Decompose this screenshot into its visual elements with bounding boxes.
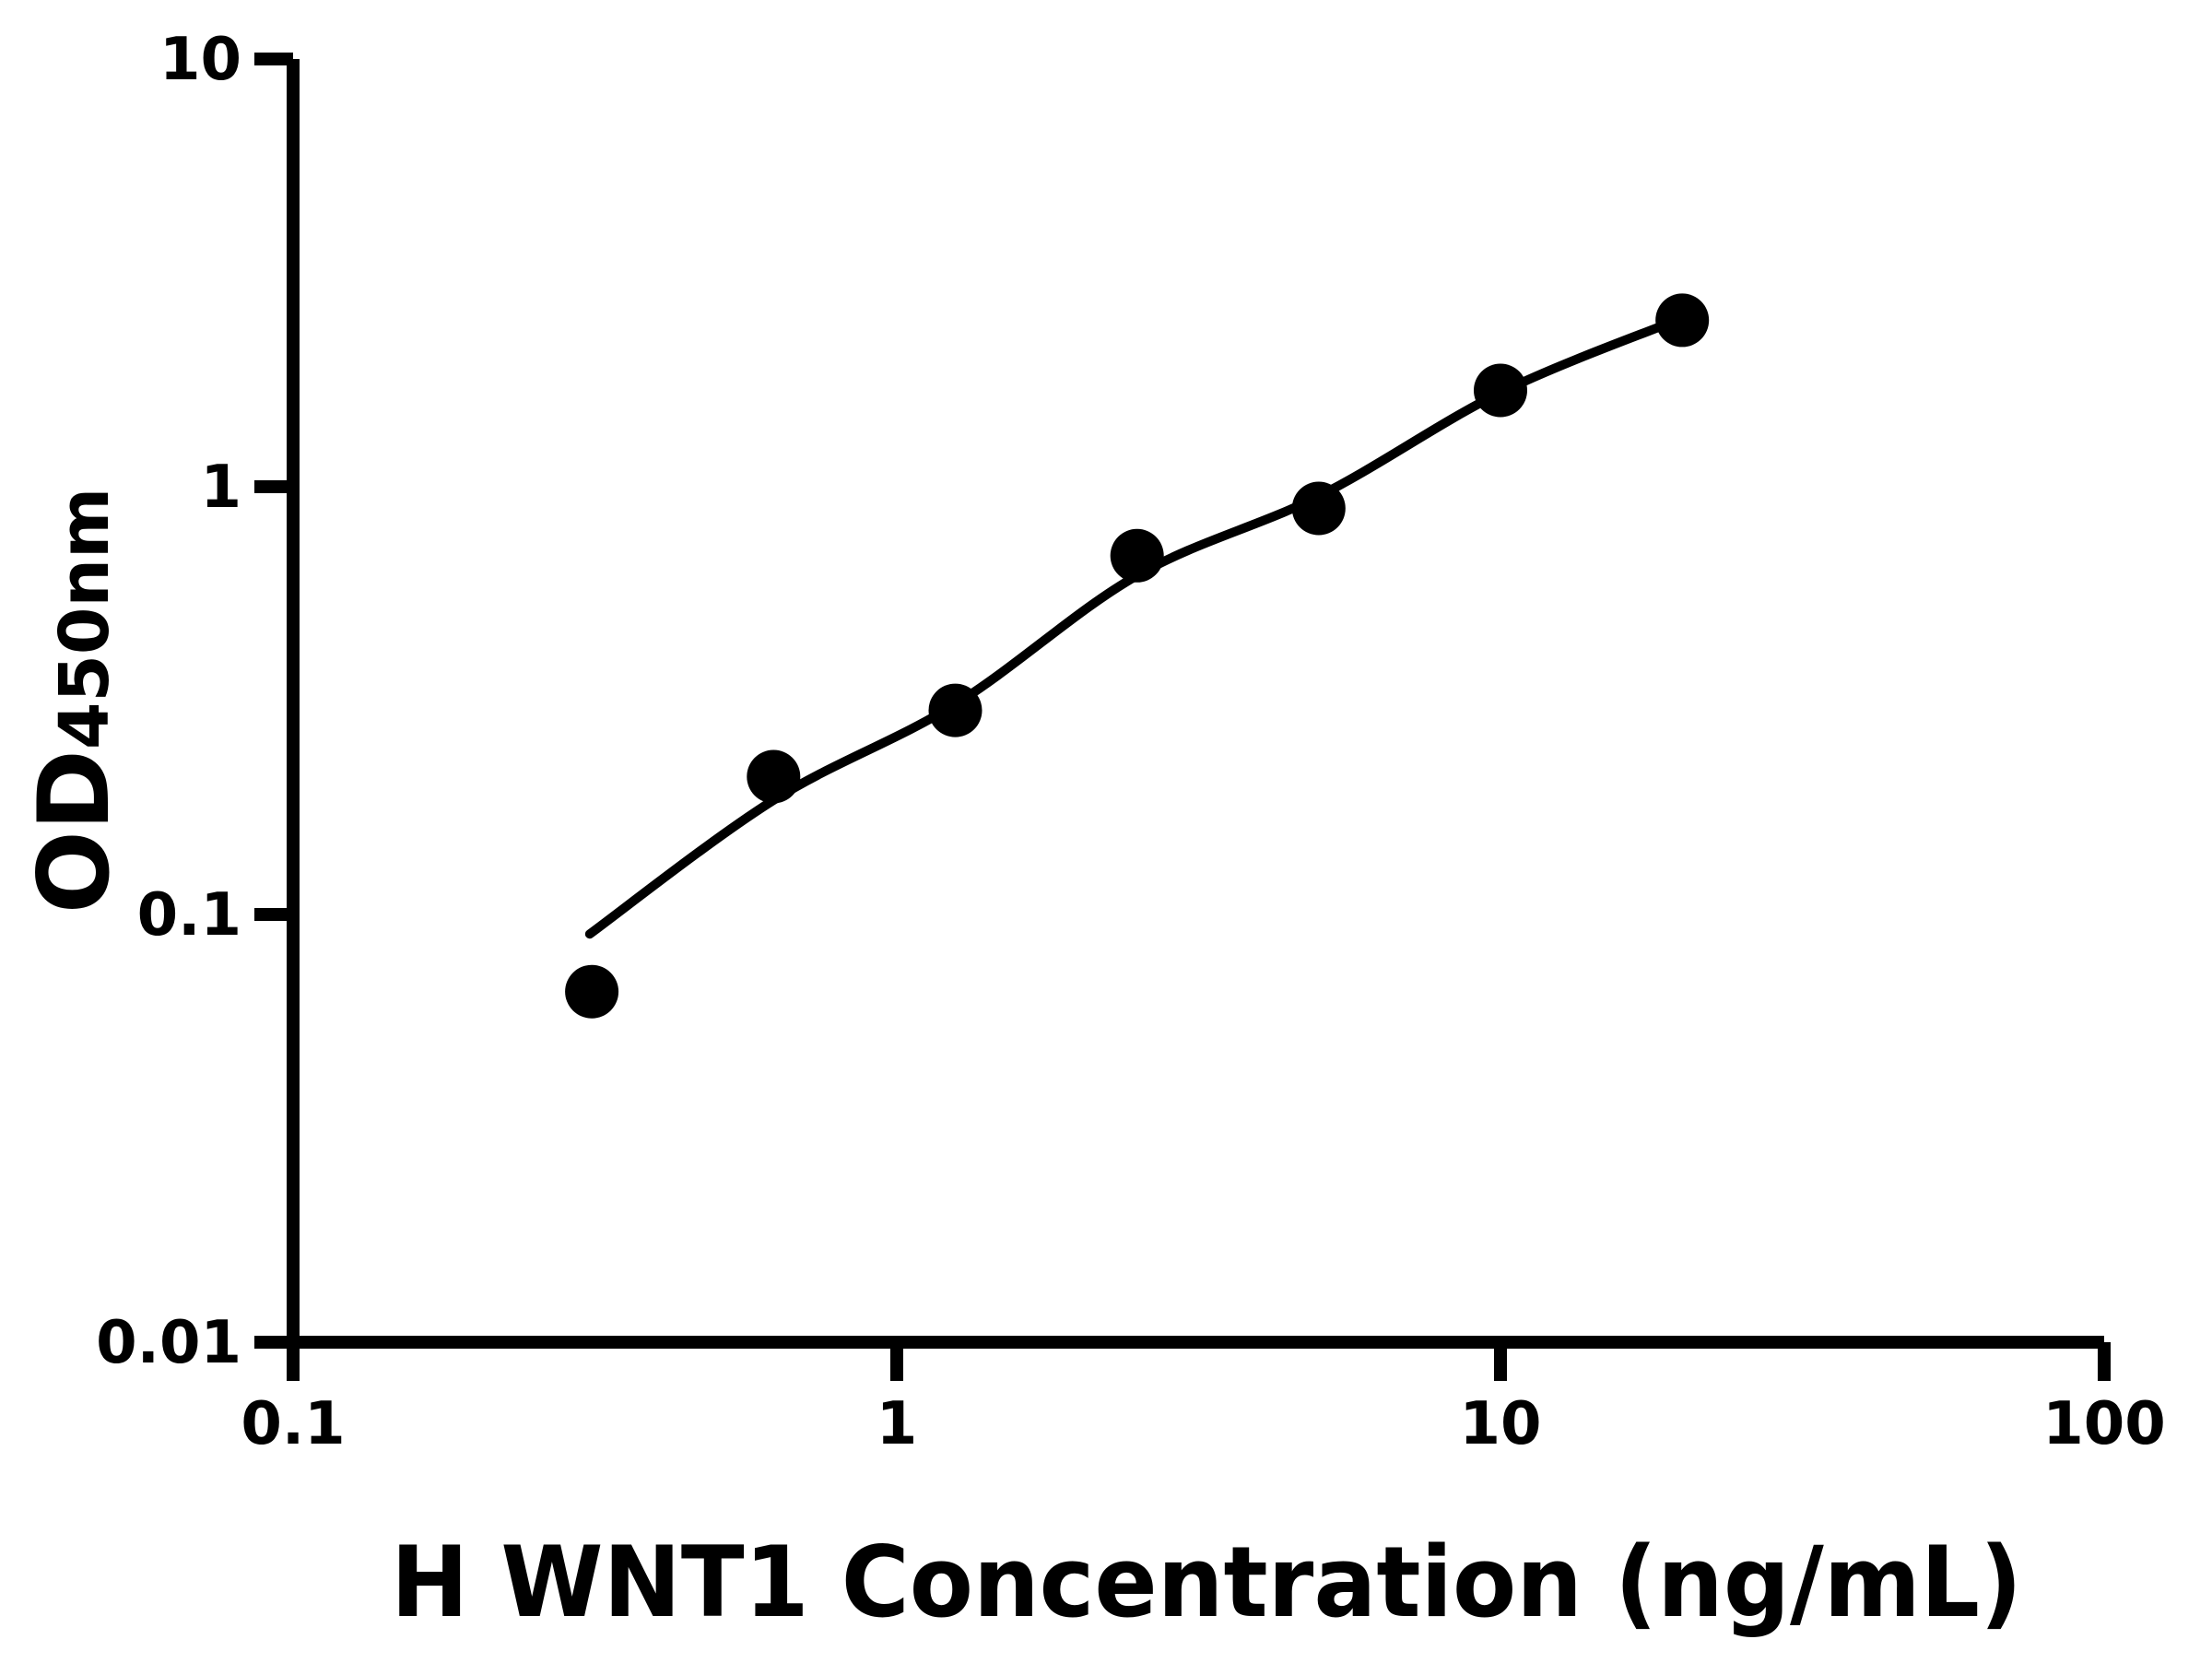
y-tick-label: 0.01: [96, 1309, 241, 1377]
x-tick-label: 100: [2042, 1390, 2166, 1458]
data-point: [747, 749, 801, 804]
y-tick-label: 1: [200, 454, 241, 522]
y-axis-title: OD450nm: [18, 488, 131, 914]
fit-curve: [584, 313, 1688, 939]
x-tick-label: 10: [1459, 1390, 1541, 1458]
fit-curve-path: [584, 313, 1688, 939]
y-tick-label: 10: [159, 26, 241, 94]
x-axis-ticks: 0.1 1 10 100: [241, 1342, 2166, 1458]
y-axis-title-main: OD: [18, 749, 131, 914]
y-axis-title-subscript: 450nm: [45, 488, 124, 749]
axes: [287, 59, 2104, 1349]
y-axis-ticks: 10 1 0.1 0.01: [96, 26, 293, 1377]
data-point: [565, 964, 619, 1019]
data-point: [1291, 481, 1346, 536]
x-axis-title: H WNT1 Concentration (ng/mL): [391, 1526, 2022, 1639]
data-points: [565, 293, 1710, 1019]
y-tick-label: 0.1: [137, 881, 241, 949]
data-point: [1110, 528, 1164, 583]
data-point: [1655, 293, 1710, 348]
data-point: [1474, 363, 1527, 418]
data-point: [928, 683, 982, 737]
x-tick-label: 1: [877, 1390, 918, 1458]
x-tick-label: 0.1: [241, 1390, 345, 1458]
